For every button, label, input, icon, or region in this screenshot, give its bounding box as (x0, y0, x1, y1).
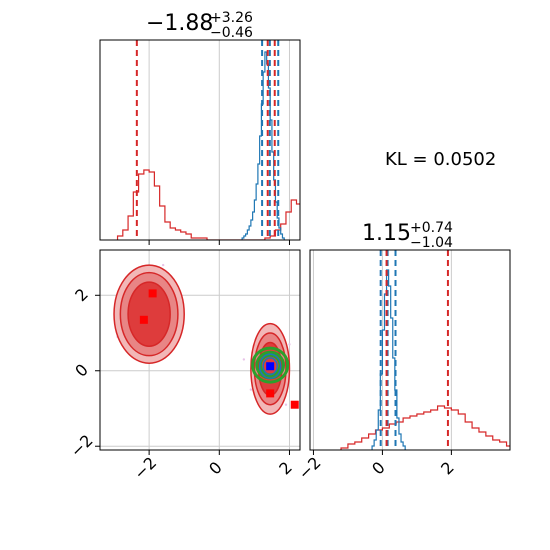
kl-annotation: KL = 0.0502 (385, 149, 496, 170)
panel-content (312, 250, 510, 450)
blue-marker (266, 362, 275, 371)
panel-frame (99, 39, 301, 241)
y-tick-label: −2 (67, 431, 97, 461)
scatter-point (284, 403, 288, 406)
y-tick-label: 0 (71, 360, 92, 381)
panel-joint: −2 0 2 −2 0 2 (67, 249, 301, 483)
x-tick-label: 0 (205, 458, 226, 479)
panel1-title-main: −1.88 (146, 11, 213, 36)
red-marker (139, 315, 148, 324)
panel-frame (99, 249, 301, 451)
panel-content (100, 250, 300, 450)
red-marker (290, 400, 299, 409)
panel1-title-sub: −0.46 (210, 25, 253, 41)
scatter-point (242, 358, 246, 361)
panel-marginal-x (99, 39, 301, 245)
blue-contour (262, 357, 278, 376)
blue-histogram (371, 269, 406, 450)
x-tick-label: 0 (368, 458, 389, 479)
scatter-point (161, 263, 165, 267)
panel-content (116, 40, 300, 240)
scatter-point (288, 343, 291, 346)
y-tick-label: 2 (71, 285, 92, 306)
panel1-title-sup: +3.26 (210, 10, 253, 26)
scatter-point (249, 388, 253, 391)
blue-contour (258, 353, 282, 380)
blue-histogram (241, 51, 285, 240)
red-marker (266, 389, 275, 398)
red-marker (148, 289, 157, 298)
x-tick-label: −2 (295, 453, 325, 483)
x-tick-label: −2 (130, 453, 160, 483)
panel-frame (309, 249, 511, 451)
red-histogram (340, 405, 510, 450)
red-contour-mode-a (127, 281, 171, 347)
panel3-title-sup: +0.74 (410, 220, 453, 236)
panel3-title-main: 1.15 (362, 221, 411, 246)
x-tick-label: 2 (275, 458, 296, 479)
red-histogram (116, 169, 300, 240)
panel3-title-sub: −1.04 (410, 235, 453, 251)
x-tick-label: 2 (437, 458, 458, 479)
panel-marginal-y: −2 0 2 (295, 249, 511, 483)
green-contour (251, 346, 290, 384)
